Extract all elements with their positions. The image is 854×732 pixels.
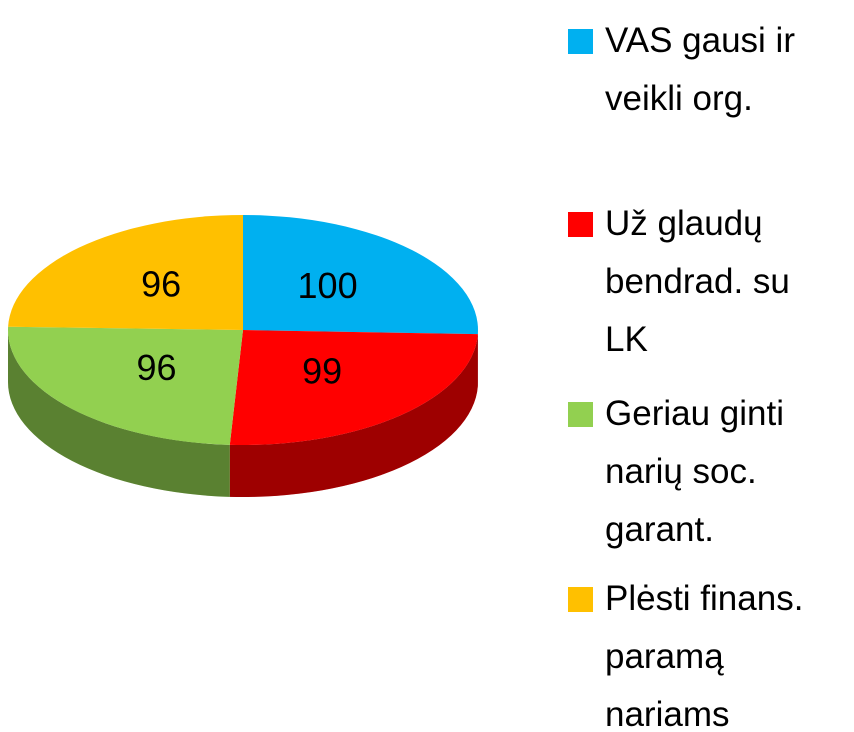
legend-label: Plėsti finans. paramą nariams [605, 579, 804, 732]
legend-item: VAS gausi ir veikli org. [568, 12, 848, 128]
legend-swatch [568, 587, 593, 612]
legend-item: Geriau ginti narių soc. garant. [568, 385, 848, 559]
data-label: 96 [141, 264, 181, 305]
data-label: 100 [298, 265, 358, 306]
data-label: 96 [136, 347, 176, 388]
slice [229, 330, 478, 445]
legend-swatch [568, 29, 593, 54]
data-label: 99 [302, 351, 342, 392]
pie-area: 100 99 96 96 [7, 215, 478, 497]
slice-side-shade [229, 334, 478, 497]
legend-swatch [568, 402, 593, 427]
slice-side [8, 330, 230, 497]
slice-side-shade [8, 330, 230, 497]
legend-item: Plėsti finans. paramą nariams [568, 570, 848, 732]
slice [8, 215, 244, 330]
slice [7, 326, 244, 445]
legend-swatch [568, 212, 593, 237]
legend-label: VAS gausi ir veikli org. [605, 21, 795, 118]
legend-label: Už glaudų bendrad. su LK [605, 204, 790, 359]
slice-side [229, 334, 478, 497]
slice [243, 215, 478, 335]
legend-label: Geriau ginti narių soc. garant. [605, 394, 784, 549]
legend-item: Už glaudų bendrad. su LK [568, 195, 848, 369]
